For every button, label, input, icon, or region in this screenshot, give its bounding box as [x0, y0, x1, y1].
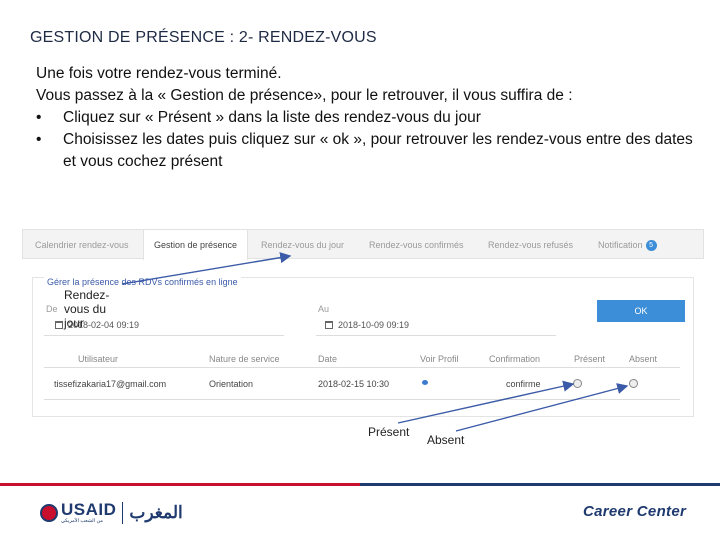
career-center-logo: Career Center — [583, 503, 687, 520]
callout-absent: Absent — [427, 433, 465, 447]
tab-rdv-du-jour[interactable]: Rendez-vous du jour — [261, 240, 345, 250]
col-header-date: Date — [318, 354, 338, 364]
col-header-present: Présent — [574, 354, 606, 364]
callout-rdv-du-jour: Rendez-vous du jour — [64, 288, 110, 330]
tab-rdv-refuses[interactable]: Rendez-vous refusés — [488, 240, 574, 250]
panel-title: Gérer la présence des RDVs confirmés en … — [44, 277, 241, 287]
bullet-dot: • — [36, 131, 42, 148]
intro-line-2: Vous passez à la « Gestion de présence»,… — [36, 87, 573, 104]
bullet-text: Cliquez sur « Présent » dans la liste de… — [63, 109, 481, 126]
from-date-input[interactable]: 2018-02-04 09:19 — [68, 320, 140, 330]
from-label: De — [46, 304, 58, 314]
to-label: Au — [318, 304, 330, 314]
notification-badge: 5 — [645, 240, 657, 251]
to-date-underline — [316, 335, 556, 336]
col-header-utilisateur: Utilisateur — [78, 354, 119, 364]
bullet-item: • Choisissez les dates puis cliquez sur … — [36, 129, 706, 173]
bullet-dot: • — [36, 109, 42, 126]
instructions: Une fois votre rendez-vous terminé. Vous… — [36, 63, 706, 173]
row-service: Orientation — [209, 379, 254, 389]
footer-divider — [0, 483, 720, 486]
col-header-service: Nature de service — [209, 354, 280, 364]
page-title: GESTION DE PRÉSENCE : 2- RENDEZ-VOUS — [30, 29, 377, 46]
bullet-item: • Cliquez sur « Présent » dans la liste … — [36, 107, 706, 129]
tab-calendrier[interactable]: Calendrier rendez-vous — [35, 240, 129, 250]
col-header-absent: Absent — [629, 354, 658, 364]
bullet-text: Choisissez les dates puis cliquez sur « … — [63, 131, 693, 170]
view-profile-icon[interactable] — [422, 380, 428, 385]
usaid-subtitle: من الشعب الأمريكي — [61, 518, 103, 524]
from-date-underline — [44, 335, 284, 336]
col-header-confirmation: Confirmation — [489, 354, 541, 364]
to-date-input[interactable]: 2018-10-09 09:19 — [338, 320, 410, 330]
present-radio[interactable] — [573, 379, 582, 388]
usaid-morocco-logo: USAID من الشعب الأمريكي المغرب — [40, 500, 183, 526]
tab-rdv-confirmes[interactable]: Rendez-vous confirmés — [369, 240, 464, 250]
absent-radio[interactable] — [629, 379, 638, 388]
calendar-icon[interactable] — [55, 321, 63, 329]
tab-notification[interactable]: Notification 5 — [598, 240, 657, 251]
logo-separator — [122, 502, 124, 524]
usaid-seal-icon — [40, 504, 58, 522]
morocco-wordmark: المغرب — [129, 503, 183, 522]
callout-present: Présent — [368, 425, 410, 439]
row-user: tissefizakaria17@gmail.com — [54, 379, 167, 389]
intro-line-1: Une fois votre rendez-vous terminé. — [36, 65, 282, 82]
presence-panel — [32, 277, 694, 417]
morocco-text: المغرب — [129, 503, 183, 522]
app-screenshot: Calendrier rendez-vous Gestion de présen… — [22, 229, 704, 419]
header-divider — [44, 367, 680, 368]
calendar-icon[interactable] — [325, 321, 333, 329]
tab-notification-label: Notification — [598, 240, 643, 250]
usaid-wordmark: USAID من الشعب الأمريكي — [61, 500, 117, 524]
col-header-voir-profil: Voir Profil — [420, 354, 459, 364]
tab-gestion-presence[interactable]: Gestion de présence — [143, 230, 249, 260]
ok-button[interactable]: OK — [597, 300, 685, 322]
usaid-text: USAID — [61, 500, 117, 519]
tab-bar: Calendrier rendez-vous Gestion de présen… — [22, 229, 704, 260]
row-date: 2018-02-15 10:30 — [318, 379, 390, 389]
row-divider — [44, 399, 680, 400]
row-confirmation: confirme — [506, 379, 541, 389]
